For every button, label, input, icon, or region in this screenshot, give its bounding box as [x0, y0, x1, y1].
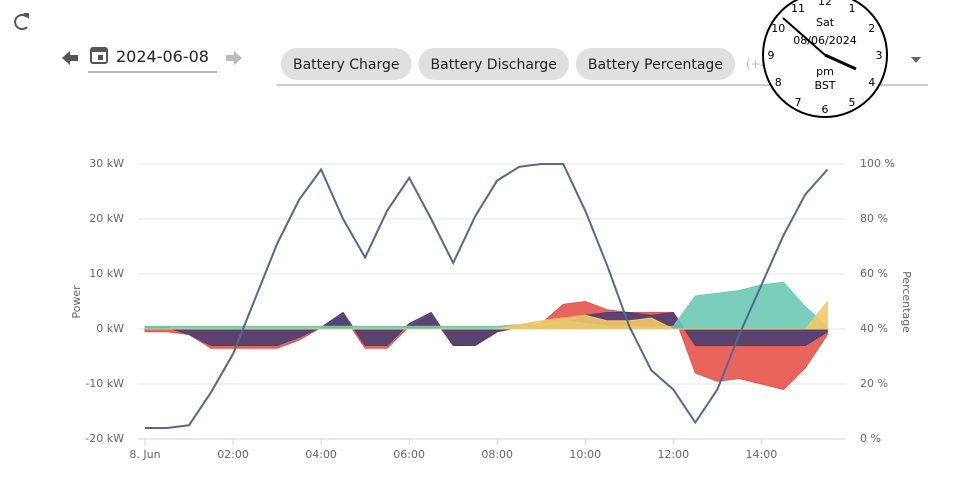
y2-tick-label: 0 %	[860, 432, 881, 445]
chip[interactable]: Battery Percentage	[575, 48, 735, 80]
clock-numeral: 5	[849, 96, 856, 109]
next-day[interactable]	[226, 51, 242, 65]
x-tick-label: 14:00	[746, 448, 778, 461]
hour-hand	[824, 53, 857, 71]
dropdown-arrow[interactable]	[911, 57, 921, 63]
calendar-day	[98, 55, 103, 60]
x-tick-label: 06:00	[393, 448, 425, 461]
prev-day[interactable]	[62, 51, 78, 65]
x-tick-label: 08:00	[481, 448, 513, 461]
chip-background	[418, 48, 569, 80]
x-tick-label: 02:00	[217, 448, 249, 461]
y-tick-label: -20 kW	[85, 432, 124, 445]
chip-background	[281, 48, 412, 80]
x-tick-label: 12:00	[657, 448, 689, 461]
refresh-button[interactable]	[14, 13, 29, 30]
chart: -20 kW -10 kW 0 kW 10 kW 20 kW 30 kW 0 % 20 % 40…	[70, 157, 913, 461]
chip-background	[575, 48, 735, 80]
chip-list: Battery Charge Battery Discharge Battery P…	[281, 48, 815, 80]
refresh-icon	[14, 14, 28, 30]
clock-numeral: 10	[771, 22, 785, 35]
clock-numeral: 8	[775, 76, 782, 89]
chip[interactable]: Battery Charge	[281, 48, 412, 80]
chip[interactable]: Battery Discharge	[418, 48, 569, 80]
y-axis-title: Power	[70, 285, 83, 319]
legend-label: Battery Percentage	[588, 57, 723, 73]
clock-numeral: 1	[849, 2, 856, 15]
y2-tick-label: 20 %	[860, 377, 888, 390]
x-tick-label: 8. Jun	[129, 448, 160, 461]
clock-ampm: pm	[816, 65, 834, 78]
area	[145, 300, 828, 330]
clock-numeral: 11	[791, 2, 805, 15]
y-tick-label: 30 kW	[89, 157, 124, 170]
legend-label: Battery Charge	[293, 57, 400, 73]
clock: Sat 08/06/2024 pm BST 12 12 3 45 6 78 9 10 11	[762, 0, 888, 118]
y2-tick-label: 80 %	[860, 212, 888, 225]
y2-tick-label: 100 %	[860, 157, 895, 170]
refresh-arrow	[23, 13, 29, 19]
clock-numeral: 4	[868, 76, 875, 89]
area	[144, 281, 828, 330]
clock-numeral: 2	[868, 22, 875, 35]
y-tick-label: -10 kW	[85, 377, 124, 390]
clock-zone: BST	[814, 79, 835, 92]
x-tick-label: 04:00	[305, 448, 337, 461]
minute-hand	[782, 17, 826, 56]
clock-numeral: 9	[768, 49, 775, 62]
y2-tick-label: 40 %	[860, 322, 888, 335]
y2-axis-title: Percentage	[900, 271, 913, 333]
clock-day: Sat	[816, 16, 835, 29]
clock-numeral: 3	[876, 49, 883, 62]
y2-tick-label: 60 %	[860, 267, 888, 280]
clock-numeral: 7	[795, 96, 802, 109]
legend-label: Battery Discharge	[431, 57, 557, 73]
date-input[interactable]: 2024-06-08	[116, 47, 209, 66]
clock-date: 08/06/2024	[793, 34, 856, 47]
y-tick-label: 10 kW	[89, 267, 124, 280]
y-tick-label: 20 kW	[89, 212, 124, 225]
y-tick-label: 0 kW	[96, 322, 124, 335]
clock-numeral: 12	[818, 0, 832, 8]
clock-face	[762, 0, 888, 118]
x-tick-label: 10:00	[569, 448, 601, 461]
calendar-top	[91, 48, 107, 52]
calendar-icon[interactable]	[90, 47, 108, 64]
clock-numeral: 6	[822, 103, 829, 116]
line	[145, 163, 829, 429]
